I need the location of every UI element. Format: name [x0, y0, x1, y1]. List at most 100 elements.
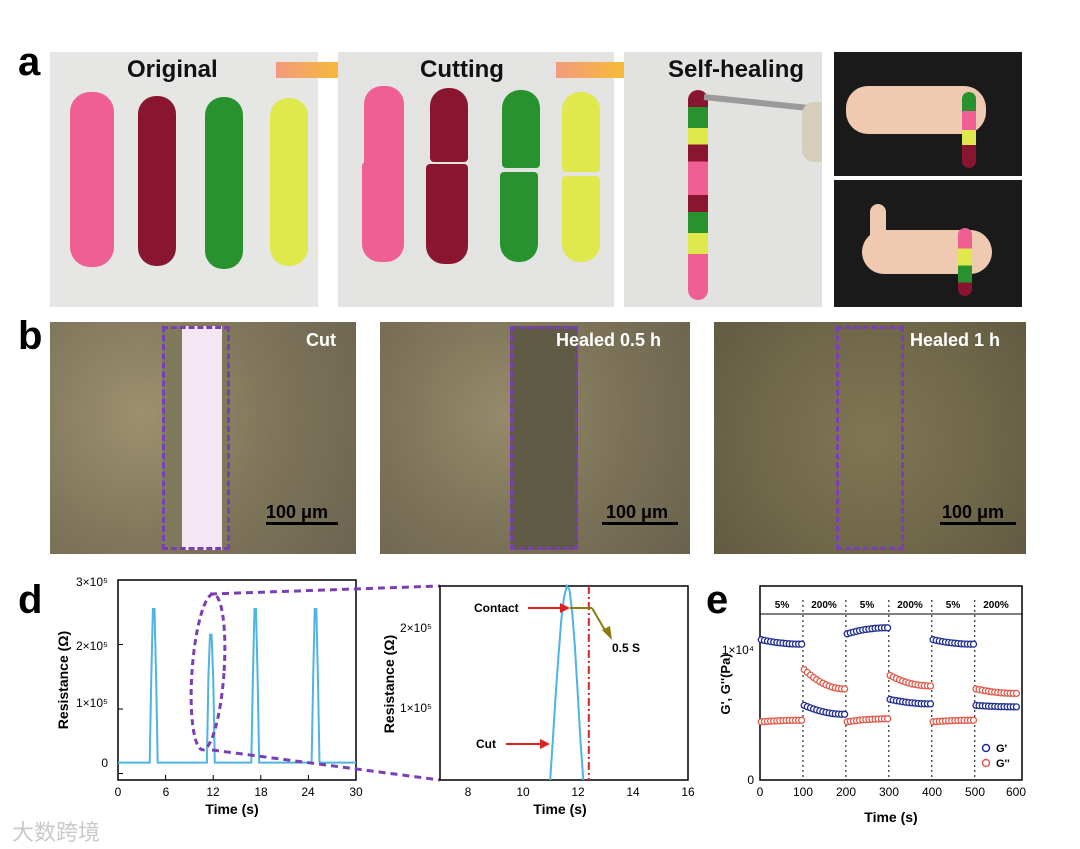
- x-axis-label-right: Time (s): [533, 801, 586, 817]
- scale-label: 100 μm: [266, 502, 329, 522]
- highlight-box: [836, 326, 904, 550]
- pink-rod-bottom: [362, 162, 404, 262]
- x-tick-label: 30: [349, 785, 363, 799]
- data-point: [840, 710, 849, 718]
- legend-marker-g-prime: [981, 743, 991, 753]
- scale-bar: [266, 522, 338, 525]
- plot-frame-left: [117, 579, 357, 781]
- scale-bar: [602, 522, 678, 525]
- strain-label: 200%: [811, 600, 837, 611]
- zoom-connector-bottom: [211, 748, 441, 782]
- x-ticks-left: [117, 775, 357, 780]
- chart-d: Time (s) Resistance (Ω) 3×10⁵ 2×10⁵ 1×10…: [55, 575, 695, 817]
- x-tick-label: 14: [626, 785, 640, 799]
- y-axis-label-left: Resistance (Ω): [55, 631, 71, 729]
- strain-label: 5%: [775, 600, 790, 611]
- highlight-box: [162, 326, 230, 550]
- photo-cutting: [338, 52, 614, 307]
- y-tick-label: 3×10⁵: [76, 575, 108, 589]
- panel-e-label: e: [706, 578, 729, 622]
- x-tick-label: 10: [516, 785, 530, 799]
- x-tick-label: 0: [115, 785, 122, 799]
- data-point: [969, 716, 978, 724]
- x-tick-label: 12: [571, 785, 585, 799]
- data-point: [798, 640, 806, 648]
- yellow-rod: [270, 98, 308, 266]
- data-point: [926, 700, 935, 708]
- photo-bracelet-2: [834, 180, 1022, 307]
- glove: [802, 102, 822, 162]
- data-point: [1012, 703, 1021, 711]
- strain-label: 200%: [983, 600, 1009, 611]
- y-tick-label: 1×10⁵: [400, 701, 432, 715]
- caption-healed-1: Healed 1 h: [910, 330, 1001, 350]
- scatter-points: [757, 624, 1021, 726]
- y-tick-label: 1×10⁵: [76, 696, 108, 710]
- arrow-icon: [560, 603, 570, 613]
- data-point: [798, 716, 806, 724]
- annotation-cut: Cut: [476, 737, 496, 751]
- highlight-box: [510, 326, 578, 550]
- x-tick-label: 500: [965, 785, 985, 799]
- micrograph-cut: [50, 322, 356, 554]
- green-rod-bottom: [500, 172, 538, 262]
- panel-d-label: d: [18, 578, 43, 622]
- series-line-resistance: [118, 608, 356, 764]
- chart-e: 5% 200% 5% 200% 5% 200% 0 1×10⁴ 0 100 20…: [718, 585, 1026, 825]
- maroon-rod-bottom: [426, 164, 468, 264]
- bracelet: [962, 92, 976, 168]
- caption-self-healing: Self-healing: [668, 56, 805, 83]
- legend-label-g-prime: G': [996, 743, 1008, 755]
- annotation-delay: 0.5 S: [612, 641, 640, 655]
- y-axis-label-right: Resistance (Ω): [381, 635, 397, 733]
- photo-self-healing: [624, 52, 822, 307]
- x-tick-label: 12: [206, 785, 220, 799]
- plot-frame-right: [439, 585, 689, 781]
- y-tick-label: 0: [747, 773, 754, 787]
- tweezers: [703, 94, 814, 112]
- bracelet: [958, 228, 972, 296]
- data-point: [1012, 689, 1021, 698]
- yellow-rod-bottom: [562, 176, 600, 262]
- strain-label: 5%: [946, 600, 961, 611]
- scale-label: 100 μm: [942, 502, 1005, 522]
- data-point: [840, 685, 849, 693]
- x-tick-label: 18: [254, 785, 268, 799]
- arrow-icon: [602, 626, 612, 640]
- y-tick-label: 2×10⁵: [76, 639, 108, 653]
- x-tick-label: 0: [757, 785, 764, 799]
- x-axis-label-left: Time (s): [205, 801, 258, 817]
- plot-frame-e: [759, 585, 1023, 781]
- scale-label: 100 μm: [606, 502, 669, 522]
- zoom-connector-top: [209, 584, 441, 596]
- green-rod-top: [502, 90, 540, 168]
- data-point: [883, 715, 892, 723]
- y-axis-label: G', G''(Pa): [718, 653, 733, 714]
- photo-original: [50, 52, 318, 307]
- caption-original: Original: [127, 56, 218, 83]
- annotation-contact: Contact: [474, 601, 519, 615]
- strain-label: 200%: [897, 600, 923, 611]
- delay-arrow-icon: [591, 607, 607, 633]
- data-point: [969, 640, 978, 648]
- scale-bar: [940, 522, 1016, 525]
- healed-rod: [688, 90, 708, 300]
- panel-b-label: b: [18, 314, 43, 358]
- x-tick-label: 400: [922, 785, 942, 799]
- micrograph-healed-1: [714, 322, 1026, 554]
- data-point: [883, 624, 892, 632]
- panel-a-label: a: [18, 40, 41, 84]
- caption-cut: Cut: [306, 330, 336, 350]
- caption-cutting: Cutting: [420, 56, 504, 83]
- x-tick-label: 6: [163, 785, 170, 799]
- cut-gap: [182, 326, 222, 550]
- y-tick-label: 1×10⁴: [722, 643, 754, 657]
- x-tick-label: 24: [301, 785, 315, 799]
- healing-gap: [510, 326, 578, 550]
- y-tick-label: 2×10⁵: [400, 621, 432, 635]
- y-tick-label: 0: [101, 756, 108, 770]
- pink-rod-top: [364, 86, 404, 168]
- maroon-rod-top: [430, 88, 468, 162]
- x-tick-label: 300: [879, 785, 899, 799]
- series-line-zoom: [549, 583, 585, 781]
